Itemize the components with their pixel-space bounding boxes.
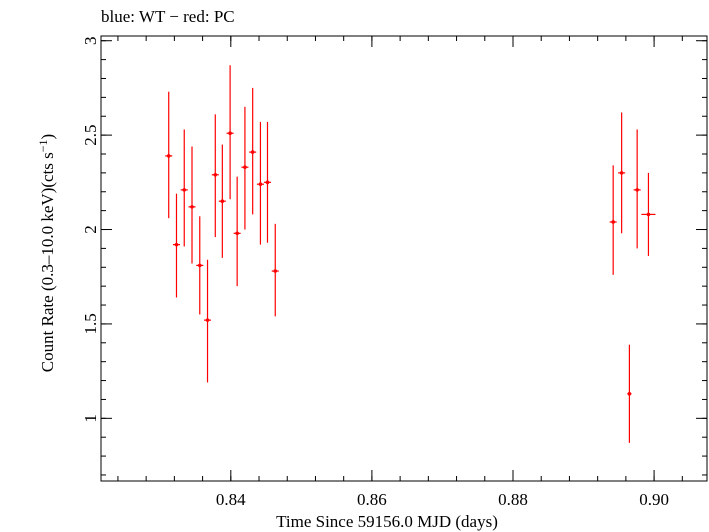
y-axis: 1 1.5 2 2.5 3 — [81, 36, 707, 476]
y-axis-label: Count Rate (0.3–10.0 keV)(cts s−1) — [36, 134, 57, 372]
y-tick-label: 3 — [81, 36, 100, 45]
data-marker — [197, 263, 202, 268]
data-marker — [190, 205, 194, 209]
data-marker — [174, 242, 179, 247]
data-marker — [250, 150, 255, 154]
data-point — [203, 259, 212, 383]
data-point — [618, 112, 626, 234]
y-tick-label: 1 — [81, 414, 100, 423]
x-tick-label: 0.88 — [498, 490, 528, 509]
data-marker — [235, 231, 239, 236]
data-point — [196, 216, 204, 315]
x-axis-label: Time Since 59156.0 MJD (days) — [276, 512, 498, 531]
data-point — [165, 91, 173, 219]
data-point — [188, 146, 196, 264]
data-point — [172, 193, 181, 298]
data-marker — [273, 269, 278, 273]
data-marker — [635, 188, 639, 192]
y-tick-label: 1.5 — [81, 313, 100, 334]
y-tick-label: 2 — [81, 225, 100, 234]
data-marker — [182, 188, 187, 192]
data-point — [256, 121, 264, 245]
data-point — [226, 65, 234, 200]
data-series — [165, 65, 656, 443]
data-point — [241, 106, 249, 230]
data-point — [218, 144, 226, 258]
data-marker — [228, 131, 232, 136]
data-point — [271, 223, 279, 317]
data-marker — [611, 220, 615, 224]
y-axis-label-exponent: −1 — [36, 139, 50, 152]
chart-title: blue: WT − red: PC — [101, 7, 235, 26]
data-point — [233, 176, 241, 287]
data-point — [211, 114, 219, 238]
data-marker — [619, 171, 624, 175]
data-point — [609, 165, 617, 275]
data-point — [641, 172, 656, 256]
data-marker — [213, 172, 218, 177]
y-axis-label-main: Count Rate (0.3–10.0 keV)(cts s — [38, 152, 57, 372]
data-point — [180, 129, 188, 247]
data-point — [633, 129, 641, 249]
y-axis-label-close: ) — [38, 134, 57, 140]
data-point — [263, 121, 272, 243]
data-marker — [205, 318, 210, 322]
x-axis: 0.84 0.86 0.88 0.90 — [117, 36, 683, 509]
data-marker — [646, 212, 651, 217]
x-tick-label: 0.84 — [216, 490, 246, 509]
x-tick-label: 0.90 — [639, 490, 669, 509]
data-marker — [258, 182, 263, 187]
data-marker — [243, 165, 247, 170]
y-tick-label: 2.5 — [81, 124, 100, 145]
data-marker — [166, 154, 171, 158]
data-marker — [220, 199, 225, 203]
data-point — [249, 87, 257, 215]
data-marker — [265, 180, 270, 185]
plot-frame — [100, 35, 708, 482]
data-marker — [627, 391, 632, 396]
data-point — [627, 344, 632, 443]
x-tick-label: 0.86 — [357, 490, 387, 509]
